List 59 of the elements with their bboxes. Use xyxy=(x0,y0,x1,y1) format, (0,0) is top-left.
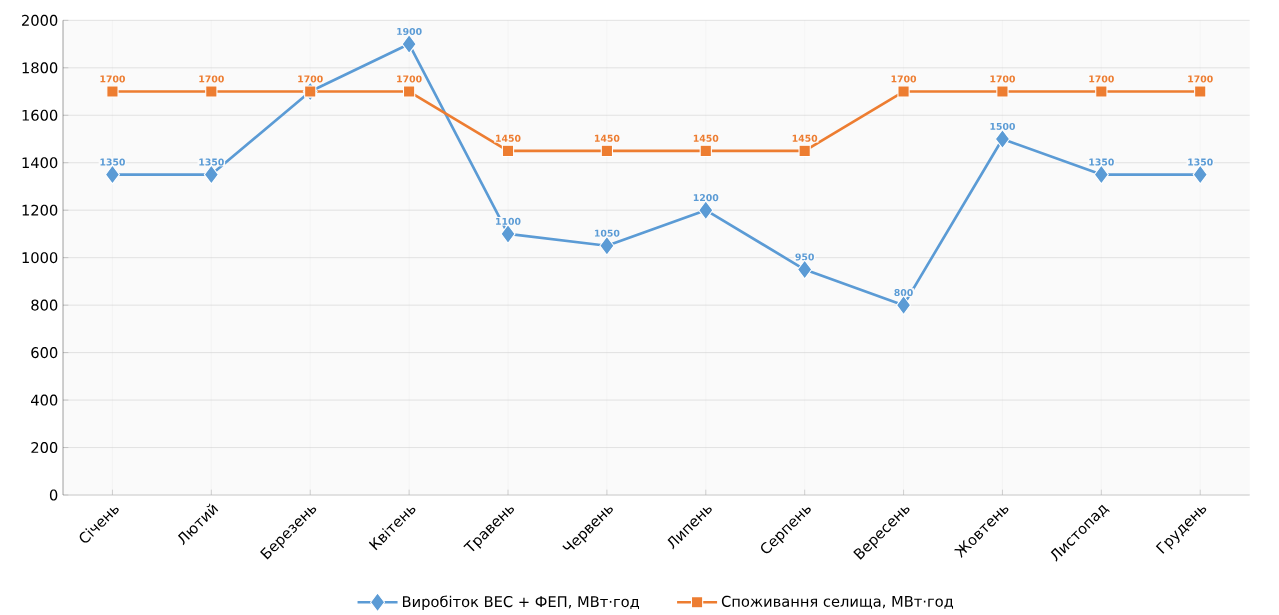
legend-label: Виробіток ВЕС + ФЕП, МВт·год xyxy=(402,595,640,610)
y-tick-label: 400 xyxy=(31,394,58,406)
data-label: 1700 xyxy=(1188,75,1213,83)
y-tick-label: 0 xyxy=(49,489,58,501)
data-label: 1450 xyxy=(496,134,521,142)
data-label: 1350 xyxy=(1089,158,1114,166)
point xyxy=(106,85,119,98)
data-label: 1450 xyxy=(693,134,719,142)
point xyxy=(501,144,515,157)
point xyxy=(698,200,714,221)
point xyxy=(1192,164,1208,185)
data-label: 1200 xyxy=(693,194,719,202)
data-label: 1700 xyxy=(990,75,1015,83)
point xyxy=(1093,164,1109,185)
data-label: 800 xyxy=(894,289,913,297)
data-label: 1350 xyxy=(199,158,224,166)
y-tick-label: 1800 xyxy=(22,62,58,74)
point xyxy=(500,224,516,244)
data-label: 1100 xyxy=(496,217,521,225)
point xyxy=(1194,85,1207,98)
data-label: 1050 xyxy=(594,229,620,237)
point xyxy=(896,295,912,315)
data-label: 1700 xyxy=(298,75,323,83)
data-label: 1700 xyxy=(100,75,125,83)
point xyxy=(599,235,615,256)
y-tick-label: 1000 xyxy=(22,252,58,264)
y-tick-label: 1600 xyxy=(22,109,58,121)
y-tick-label: 1200 xyxy=(22,204,58,216)
point xyxy=(1095,85,1108,98)
y-tick-label: 600 xyxy=(31,347,58,359)
data-label: 1700 xyxy=(1089,75,1114,83)
y-tick-label: 1400 xyxy=(22,157,58,169)
point xyxy=(104,164,120,185)
point xyxy=(797,259,813,280)
data-label: 1450 xyxy=(594,134,620,142)
data-label: 1700 xyxy=(199,75,224,83)
point xyxy=(996,85,1009,98)
point xyxy=(897,85,910,98)
data-label: 1700 xyxy=(397,75,422,83)
data-label: 1450 xyxy=(792,134,818,142)
point xyxy=(994,129,1010,149)
y-tick-label: 200 xyxy=(31,442,58,454)
y-tick-label: 800 xyxy=(31,299,58,311)
point xyxy=(402,85,416,98)
point xyxy=(203,164,219,185)
point xyxy=(205,85,218,98)
point xyxy=(401,34,417,54)
point xyxy=(600,144,614,157)
data-label: 950 xyxy=(795,253,814,261)
y-tick-label: 2000 xyxy=(22,14,58,26)
data-label: 1700 xyxy=(891,75,917,83)
point xyxy=(798,144,811,157)
data-label: 1350 xyxy=(1188,158,1213,166)
data-label: 1350 xyxy=(100,158,125,166)
data-label: 1900 xyxy=(397,27,422,35)
data-label: 1500 xyxy=(990,122,1015,130)
legend-label: Споживання селища, МВт·год xyxy=(721,595,954,609)
point xyxy=(304,85,317,98)
point xyxy=(699,144,712,157)
